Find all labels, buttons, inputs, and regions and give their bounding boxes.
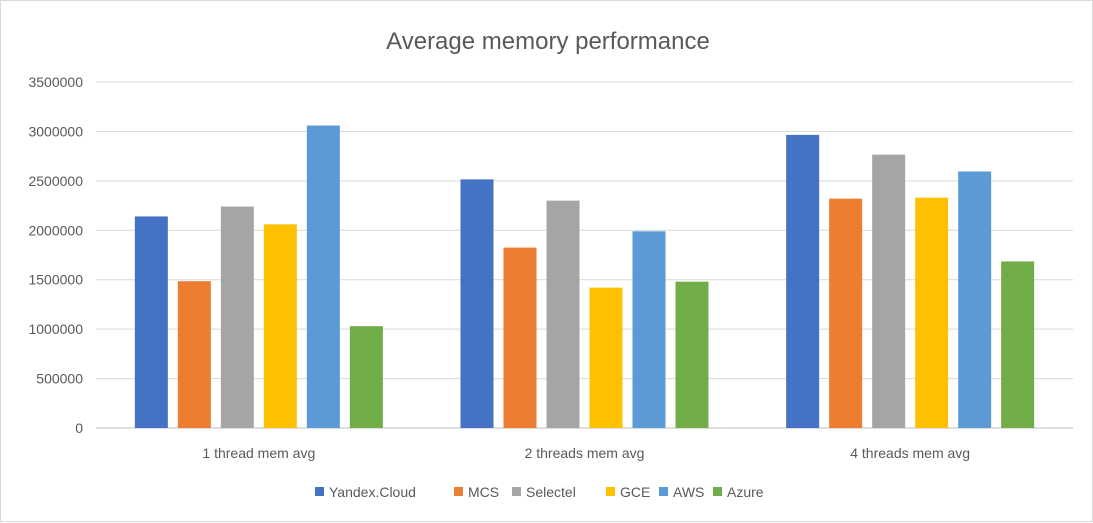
- y-tick-label: 1000000: [28, 321, 83, 337]
- legend-swatch: [713, 487, 722, 496]
- bar-azure: [1001, 261, 1035, 428]
- y-tick-label: 3000000: [28, 123, 83, 139]
- y-tick-label: 0: [75, 420, 83, 436]
- x-category-label: 1 thread mem avg: [202, 445, 315, 461]
- gridlines: [96, 81, 1073, 429]
- y-tick-label: 2000000: [28, 222, 83, 238]
- bar-selectel: [546, 200, 580, 428]
- legend-swatch: [512, 487, 521, 496]
- bar-yandex-cloud: [134, 216, 168, 428]
- bar-azure: [675, 281, 709, 428]
- legend-swatch: [315, 487, 324, 496]
- y-tick-label: 1500000: [28, 272, 83, 288]
- bar-mcs: [503, 247, 537, 428]
- legend: Yandex.Cloud MCS Selectel GCE AWS Azure: [315, 484, 764, 500]
- legend-label: Selectel: [526, 484, 576, 500]
- x-category-label: 2 threads mem avg: [525, 445, 645, 461]
- legend-label: GCE: [620, 484, 650, 500]
- legend-swatch: [606, 487, 615, 496]
- y-tick-label: 3500000: [28, 74, 83, 90]
- legend-label: Azure: [727, 484, 764, 500]
- legend-label: MCS: [468, 484, 499, 500]
- bar-mcs: [829, 198, 863, 428]
- bar-selectel: [220, 206, 254, 428]
- bar-mcs: [177, 281, 211, 428]
- y-tick-label: 2500000: [28, 173, 83, 189]
- bar-gce: [589, 287, 623, 428]
- bar-aws: [306, 125, 340, 429]
- bar-yandex-cloud: [786, 134, 820, 429]
- bar-azure: [349, 326, 383, 428]
- x-axis-categories: 1 thread mem avg 2 threads mem avg 4 threa…: [202, 445, 970, 461]
- bar-aws: [958, 171, 992, 429]
- x-category-label: 4 threads mem avg: [850, 445, 970, 461]
- chart-title: Average memory performance: [386, 28, 710, 55]
- bar-gce: [263, 224, 297, 428]
- bar-selectel: [872, 154, 906, 428]
- y-tick-label: 500000: [36, 371, 83, 387]
- y-axis-ticks: 0 500000 1000000 1500000 2000000 2500000 30000…: [28, 74, 83, 436]
- legend-label: Yandex.Cloud: [329, 484, 416, 500]
- bars: [134, 125, 1035, 429]
- legend-swatch: [454, 487, 463, 496]
- legend-label: AWS: [673, 484, 704, 500]
- bar-gce: [915, 197, 949, 428]
- legend-swatch: [659, 487, 668, 496]
- bar-aws: [632, 231, 666, 428]
- bar-yandex-cloud: [460, 179, 494, 428]
